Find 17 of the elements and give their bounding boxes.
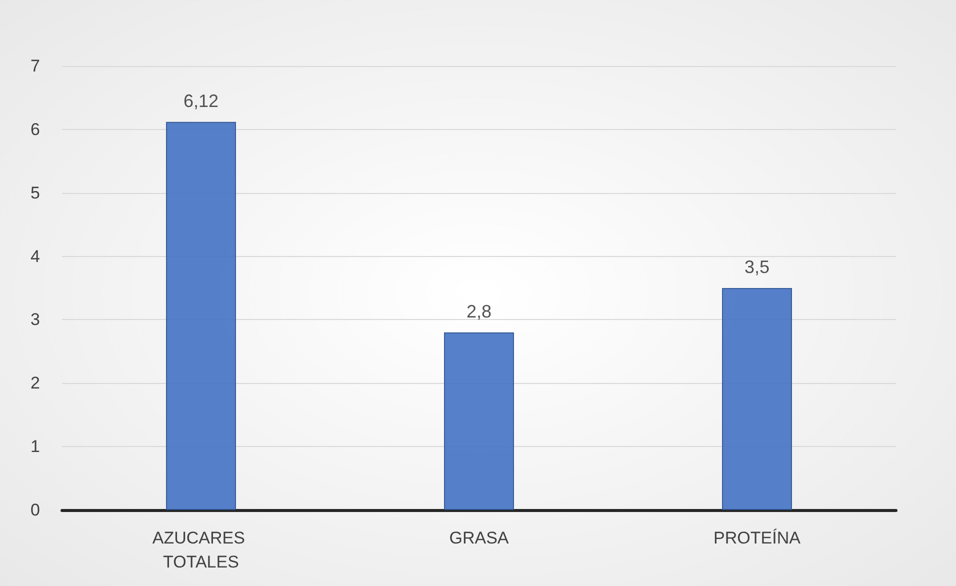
y-tick-label: 4 [30, 246, 40, 266]
y-tick-label: 0 [30, 500, 40, 520]
x-tick-label: GRASA [449, 528, 510, 548]
y-tick-label: 3 [30, 310, 40, 330]
bar [444, 332, 514, 510]
y-tick-label: 7 [30, 56, 40, 76]
data-label: 2,8 [466, 301, 492, 322]
y-tick-label: 2 [30, 374, 40, 393]
x-tick-label: AZUCARES TOTALES [152, 528, 250, 572]
data-label: 3,5 [744, 257, 770, 277]
y-tick-label: 1 [30, 437, 40, 456]
y-tick-label: 6 [30, 120, 40, 139]
data-label: 6,12 [183, 90, 219, 111]
y-tick-label: 5 [30, 183, 40, 202]
x-tick-label: PROTEÍNA [714, 528, 802, 548]
bar [722, 288, 792, 510]
bar [166, 122, 236, 510]
